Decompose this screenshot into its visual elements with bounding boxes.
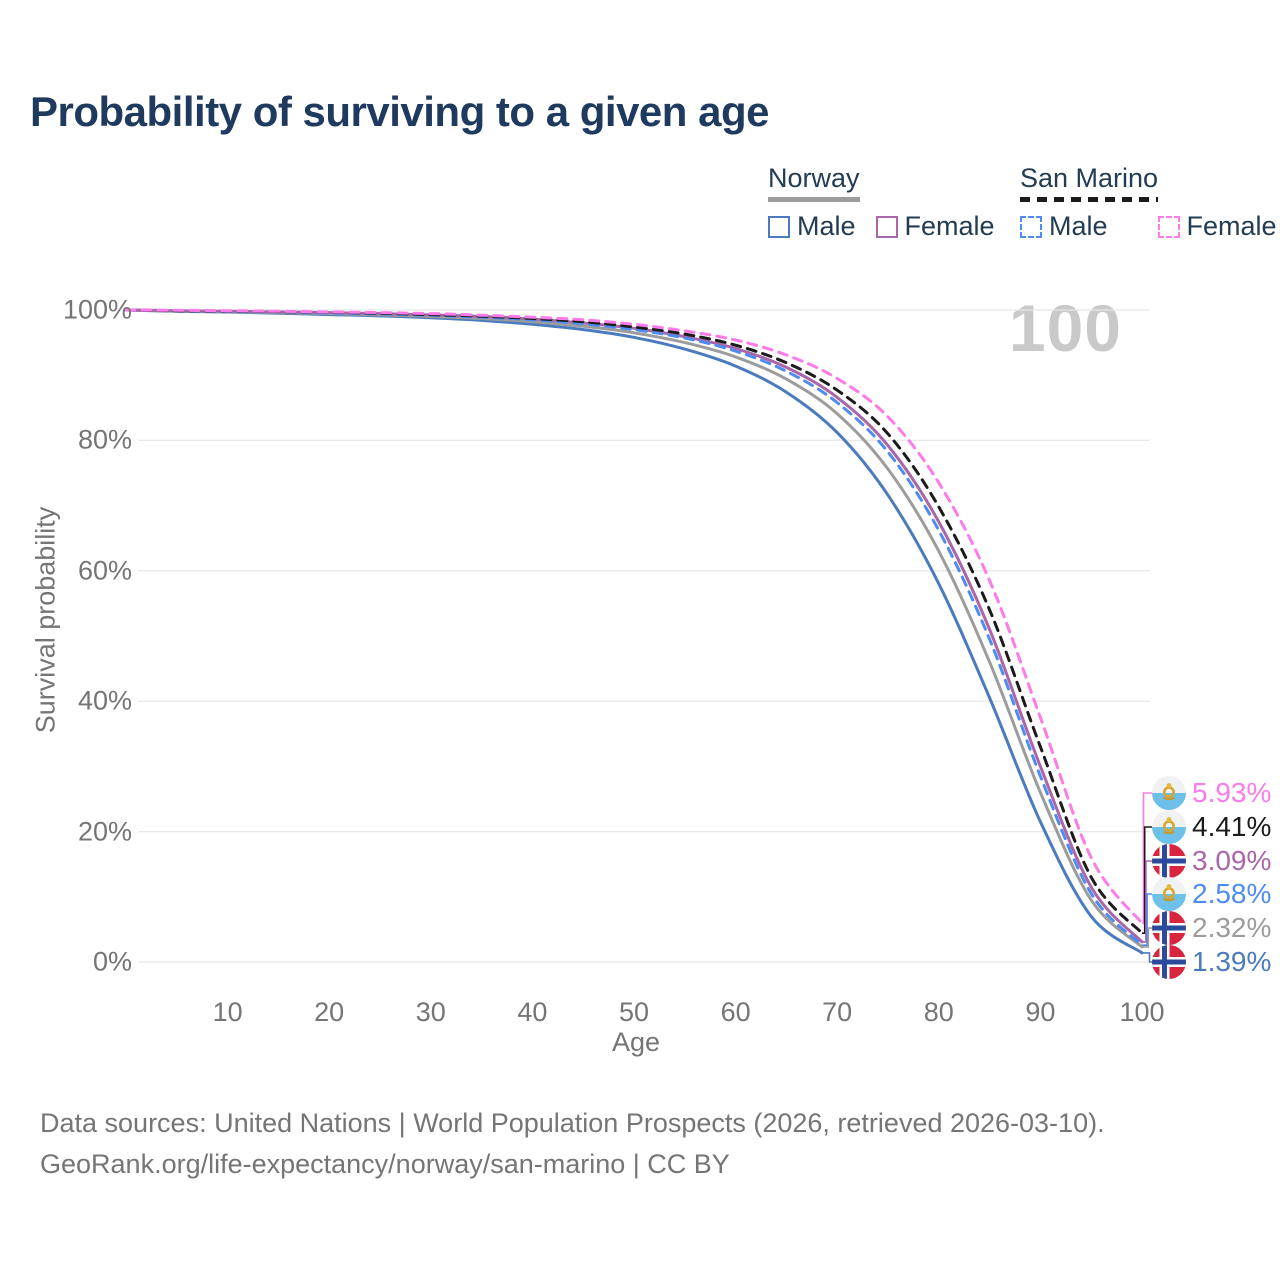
x-tick-30: 30 — [415, 997, 446, 1027]
x-axis-title: Age — [611, 1027, 661, 1057]
y-tick-60: 60% — [77, 555, 132, 586]
line-san-marino — [124, 308, 1144, 935]
end-label-san-marino: 4.41% — [1152, 810, 1271, 844]
connector-san-marino-female — [1142, 792, 1152, 925]
legend-item-norway-male[interactable]: Male — [768, 211, 856, 242]
x-tick-90: 90 — [1025, 997, 1056, 1027]
y-tick-80: 80% — [77, 424, 132, 455]
legend-item-label: Male — [797, 211, 856, 241]
legend-item-norway-female[interactable]: Female — [875, 211, 995, 242]
footer-attribution-line: GeoRank.org/life-expectancy/norway/san-m… — [40, 1149, 730, 1179]
footer: Data sources: United Nations | World Pop… — [40, 1103, 1105, 1185]
x-tick-70: 70 — [822, 997, 853, 1027]
legend-item-label: Female — [904, 211, 995, 241]
legend-item-label: Female — [1186, 211, 1277, 241]
san-marino-flag-icon — [1152, 877, 1186, 911]
line-san-marino-female — [124, 308, 1144, 925]
legend: Norway Male Female San Marino Male Female — [0, 163, 1280, 243]
end-label-norway-male: 1.39% — [1152, 945, 1271, 979]
end-label-san-marino-male: 2.58% — [1152, 877, 1271, 911]
norway-flag-icon — [1152, 844, 1186, 878]
legend-checkbox-icon[interactable] — [875, 215, 898, 238]
connector-norway-male — [1142, 952, 1152, 963]
y-tick-40: 40% — [77, 685, 132, 716]
legend-dashed-line-sample — [1020, 197, 1158, 202]
legend-solid-line-sample — [768, 197, 860, 202]
norway-flag-icon — [1152, 945, 1186, 979]
legend-checkbox-icon[interactable] — [1157, 215, 1180, 238]
x-tick-20: 20 — [314, 997, 345, 1027]
legend-item-san-marino-female[interactable]: Female — [1157, 211, 1277, 242]
san-marino-flag-icon — [1152, 810, 1186, 844]
end-label-value: 3.09% — [1192, 845, 1272, 876]
end-label-norway: 2.32% — [1152, 911, 1271, 945]
end-label-san-marino-female: 5.93% — [1152, 776, 1271, 810]
x-tick-10: 10 — [212, 997, 243, 1027]
y-tick-20: 20% — [77, 816, 132, 847]
x-tick-100: 100 — [1119, 997, 1165, 1027]
y-tick-0: 0% — [92, 946, 132, 977]
connector-norway-female — [1142, 860, 1152, 943]
legend-checkbox-icon[interactable] — [768, 215, 790, 238]
x-tick-40: 40 — [517, 997, 548, 1027]
legend-item-san-marino-male[interactable]: Male — [1020, 211, 1108, 242]
y-tick-100: 100% — [62, 294, 132, 325]
connector-norway — [1142, 927, 1152, 948]
y-axis-title: Survival probability — [30, 506, 61, 734]
x-tick-80: 80 — [923, 997, 954, 1027]
connector-san-marino — [1142, 826, 1152, 934]
legend-group-title: San Marino — [1020, 163, 1159, 193]
end-label-value: 2.58% — [1192, 878, 1272, 909]
line-norway-female — [124, 308, 1144, 944]
legend-group-title: Norway — [768, 163, 860, 193]
end-label-value: 1.39% — [1192, 946, 1272, 977]
legend-checkbox-icon[interactable] — [1020, 215, 1042, 238]
page-title: Probability of surviving to a given age — [30, 88, 769, 135]
end-label-value: 4.41% — [1192, 811, 1272, 842]
end-label-norway-female: 3.09% — [1152, 844, 1271, 878]
end-label-value: 5.93% — [1192, 777, 1272, 808]
legend-group-san-marino: San Marino Male Female — [1020, 163, 1277, 242]
san-marino-flag-icon — [1152, 776, 1186, 810]
norway-flag-icon — [1152, 911, 1186, 945]
end-label-value: 2.32% — [1192, 912, 1272, 943]
x-tick-50: 50 — [618, 997, 650, 1027]
legend-group-norway: Norway Male Female — [768, 163, 995, 242]
x-tick-60: 60 — [720, 997, 751, 1027]
footer-sources-line: Data sources: United Nations | World Pop… — [40, 1108, 1105, 1138]
connector-san-marino-male — [1142, 893, 1152, 946]
legend-item-label: Male — [1049, 211, 1108, 241]
age-watermark: 100 — [1008, 291, 1122, 365]
